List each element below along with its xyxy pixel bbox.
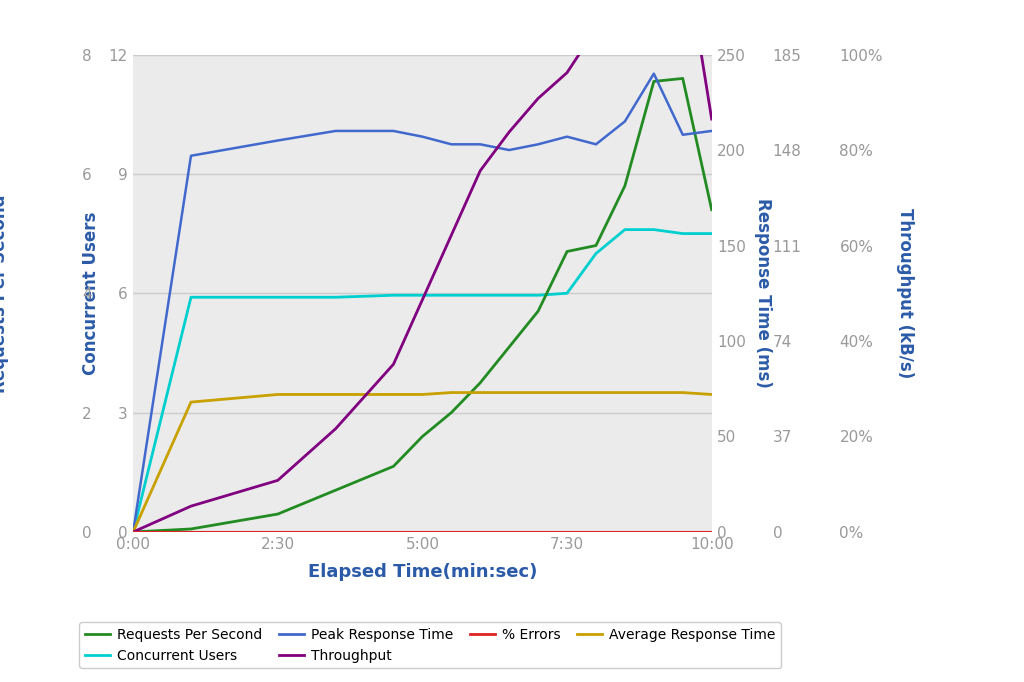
Legend: Requests Per Second, Concurrent Users, Peak Response Time, Throughput, % Errors,: Requests Per Second, Concurrent Users, P… [80,622,780,668]
X-axis label: Elapsed Time(min:sec): Elapsed Time(min:sec) [308,563,537,581]
Y-axis label: Concurrent Users: Concurrent Users [82,211,100,375]
Y-axis label: Response Time (ms): Response Time (ms) [755,198,772,388]
Y-axis label: Throughput (kB/s): Throughput (kB/s) [896,208,914,379]
Y-axis label: Requests Per Second: Requests Per Second [0,194,9,393]
